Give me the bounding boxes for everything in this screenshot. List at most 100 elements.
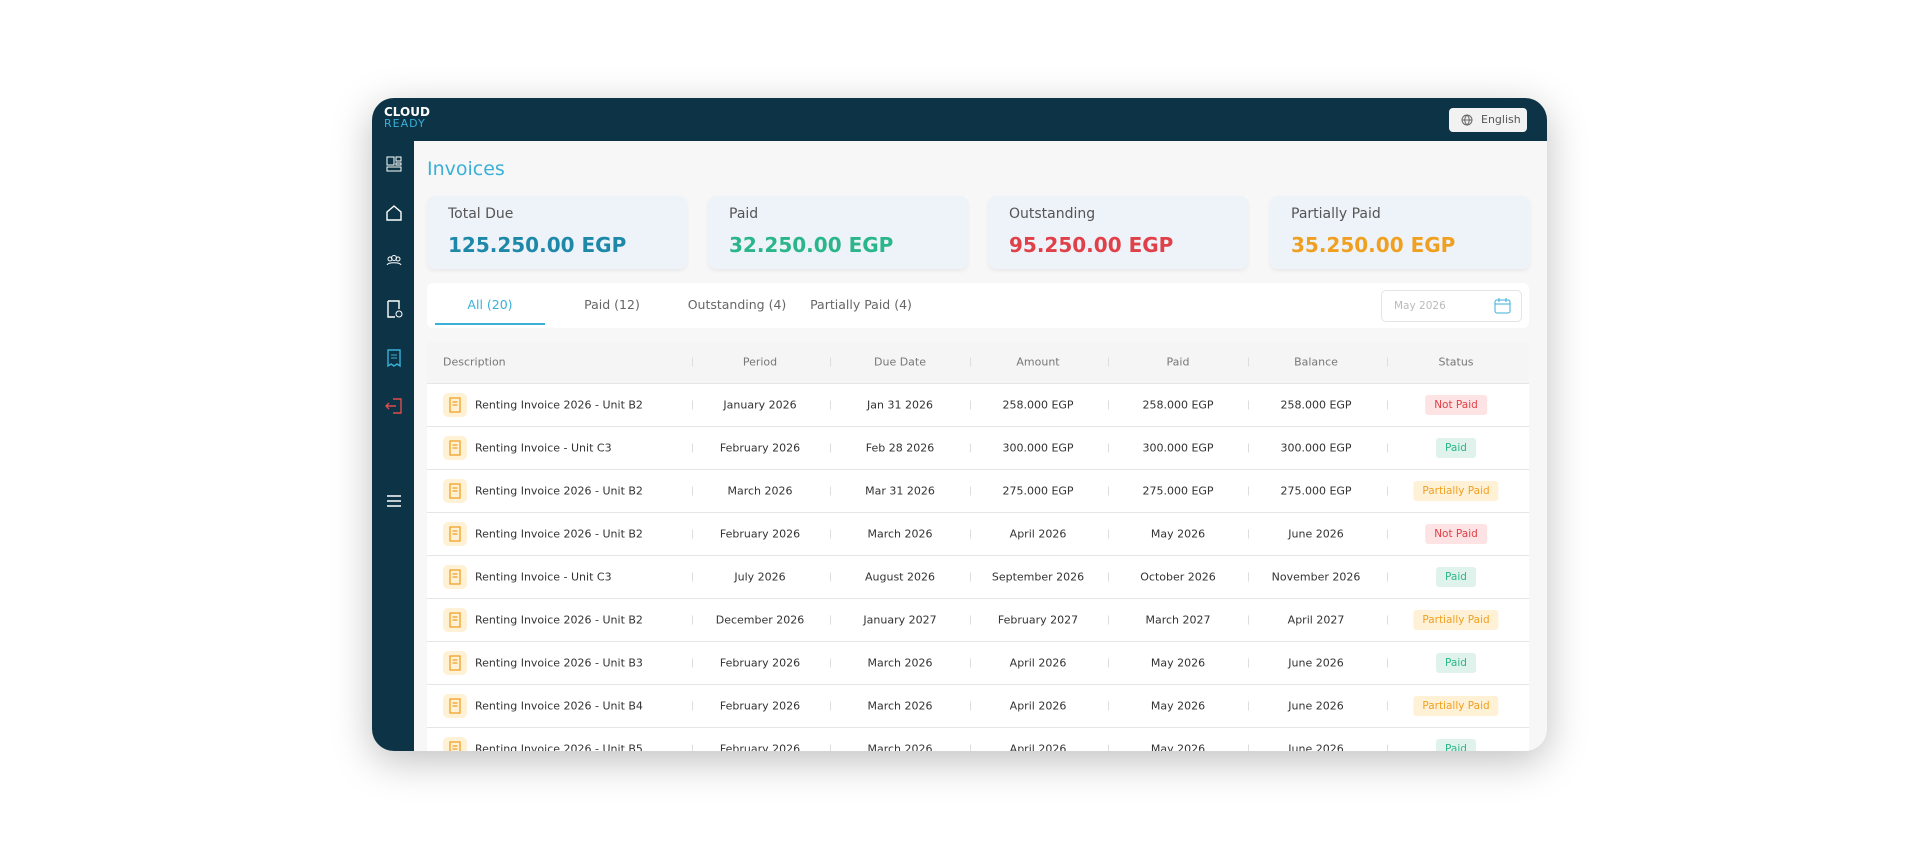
doc-icon (449, 741, 461, 751)
column-separator (1387, 615, 1388, 625)
people-icon[interactable] (384, 251, 404, 271)
row-icon (443, 479, 467, 503)
tab[interactable]: Partially Paid (4) (810, 297, 912, 312)
column-separator (1248, 400, 1249, 410)
tab[interactable]: All (20) (467, 297, 513, 312)
status-badge: Paid (1436, 653, 1476, 673)
column-header: Paid (1166, 355, 1190, 369)
row-icon (443, 737, 467, 751)
table-cell: February 2026 (719, 656, 801, 670)
table-cell: November 2026 (1271, 570, 1361, 584)
table-cell: 258.000 EGP (1142, 398, 1214, 412)
table-cell: 275.000 EGP (1280, 484, 1352, 498)
column-header: Amount (1016, 355, 1060, 369)
row-divider (427, 641, 1529, 642)
row-icon (443, 651, 467, 675)
active-tab-underline (435, 323, 545, 325)
table-cell: February 2026 (719, 441, 801, 455)
column-separator (1248, 357, 1249, 367)
card-value: 32.250.00 EGP (729, 233, 894, 257)
app-window: CLOUD READY English Invoices May 2026 All… (372, 98, 1547, 751)
date-filter[interactable]: May 2026 (1381, 290, 1522, 322)
card-label: Partially Paid (1291, 206, 1381, 222)
invoice-table: Description Period Due Date Amount Paid Balan… (427, 342, 1529, 751)
doc-icon (449, 569, 461, 585)
logo-text: READY (384, 117, 426, 130)
column-separator (970, 701, 971, 711)
column-separator (692, 443, 693, 453)
menu-icon[interactable] (384, 491, 404, 511)
home-icon[interactable] (384, 203, 404, 223)
table-cell: September 2026 (991, 570, 1085, 584)
column-separator (1248, 529, 1249, 539)
column-separator (970, 615, 971, 625)
column-separator (1108, 658, 1109, 668)
invoice-description: Renting Invoice 2026 - Unit B2 (475, 398, 643, 412)
globe-icon (1461, 114, 1473, 126)
table-cell: October 2026 (1140, 570, 1216, 584)
invoice-description: Renting Invoice 2026 - Unit B2 (475, 484, 643, 498)
status-badge: Partially Paid (1413, 610, 1499, 630)
invoice-description: Renting Invoice 2026 - Unit B5 (475, 742, 643, 752)
row-icon (443, 608, 467, 632)
column-separator (830, 572, 831, 582)
table-cell: March 2026 (727, 484, 793, 498)
card-value: 95.250.00 EGP (1009, 233, 1174, 257)
tab[interactable]: Paid (12) (584, 297, 640, 312)
table-cell: April 2026 (1009, 656, 1067, 670)
table-cell: April 2027 (1287, 613, 1345, 627)
settings-doc-icon[interactable] (384, 299, 404, 319)
column-separator (970, 443, 971, 453)
tab[interactable]: Outstanding (4) (687, 297, 787, 312)
table-cell: 300.000 EGP (1002, 441, 1074, 455)
row-divider (427, 598, 1529, 599)
summary-card: Outstanding 95.250.00 EGP (988, 196, 1248, 269)
table-cell: 258.000 EGP (1002, 398, 1074, 412)
table-cell: February 2027 (997, 613, 1079, 627)
dashboard-icon[interactable] (384, 154, 404, 174)
logout-icon[interactable] (384, 396, 404, 416)
column-separator (692, 658, 693, 668)
column-separator (1108, 701, 1109, 711)
card-label: Total Due (448, 206, 514, 222)
table-cell: 275.000 EGP (1002, 484, 1074, 498)
column-separator (1248, 615, 1249, 625)
language-button[interactable]: English (1449, 108, 1527, 132)
column-separator (1108, 400, 1109, 410)
column-separator (830, 615, 831, 625)
column-separator (1248, 701, 1249, 711)
column-separator (830, 400, 831, 410)
column-separator (1108, 529, 1109, 539)
column-separator (970, 529, 971, 539)
column-separator (970, 400, 971, 410)
column-header: Due Date (874, 355, 926, 369)
table-cell: May 2026 (1150, 527, 1206, 541)
table-cell: March 2026 (867, 699, 933, 713)
column-separator (692, 357, 693, 367)
summary-card: Partially Paid 35.250.00 EGP (1270, 196, 1530, 269)
logo[interactable]: CLOUD READY (384, 106, 430, 130)
column-separator (970, 744, 971, 751)
card-label: Paid (729, 206, 759, 222)
column-separator (970, 658, 971, 668)
table-header (427, 342, 1529, 384)
row-divider (427, 469, 1529, 470)
row-divider (427, 555, 1529, 556)
table-cell: June 2026 (1288, 527, 1344, 541)
table-cell: 258.000 EGP (1280, 398, 1352, 412)
row-divider (427, 684, 1529, 685)
invoice-icon[interactable] (384, 348, 404, 368)
row-icon (443, 393, 467, 417)
tabs-bar: May 2026 All (20) Paid (12) Outstanding (4… (427, 283, 1529, 328)
column-separator (1108, 615, 1109, 625)
column-separator (1387, 744, 1388, 751)
row-icon (443, 694, 467, 718)
status-badge: Partially Paid (1413, 481, 1499, 501)
column-separator (1248, 658, 1249, 668)
doc-icon (449, 483, 461, 499)
row-divider (427, 512, 1529, 513)
table-cell: February 2026 (719, 527, 801, 541)
table-cell: January 2026 (723, 398, 797, 412)
column-separator (1387, 529, 1388, 539)
table-cell: 275.000 EGP (1142, 484, 1214, 498)
